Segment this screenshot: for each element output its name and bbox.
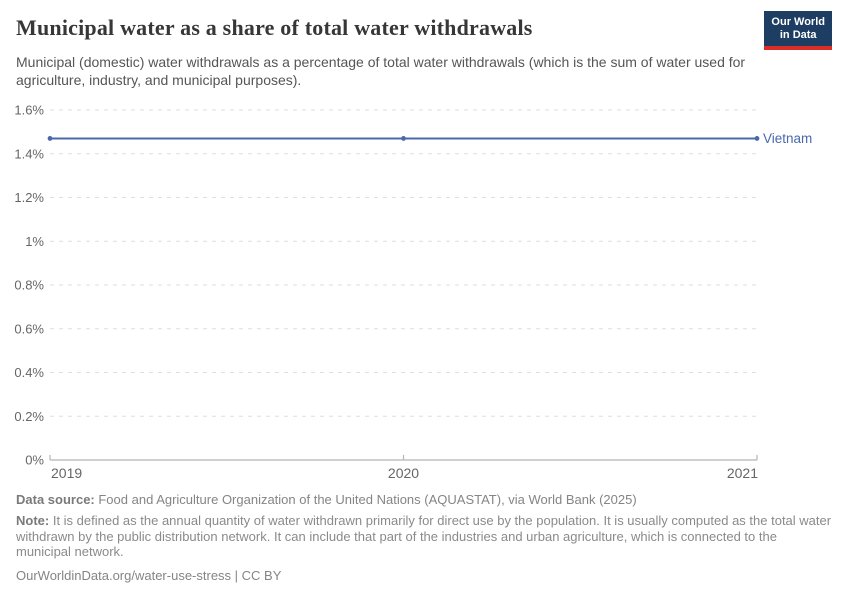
y-tick-label: 1% xyxy=(25,234,44,249)
data-source-line: Data source: Food and Agriculture Organi… xyxy=(16,492,834,508)
note-label: Note: xyxy=(16,513,50,528)
line-chart: 0% 0.2% 0.4% 0.6% 0.8% 1% 1.2% 1.4% 1.6% 2019 2020… xyxy=(14,103,812,482)
y-tick-label: 0.4% xyxy=(14,365,44,380)
y-tick-label: 0.6% xyxy=(14,321,44,336)
x-tick-label: 2021 xyxy=(727,465,758,481)
x-tick-label: 2020 xyxy=(388,465,419,481)
data-point[interactable] xyxy=(754,136,760,141)
chart-footer: Data source: Food and Agriculture Organi… xyxy=(16,492,834,584)
y-tick-label: 0.8% xyxy=(14,278,44,293)
entity-label[interactable]: Vietnam xyxy=(763,131,812,146)
y-tick-label: 0% xyxy=(25,453,44,468)
data-source-label: Data source: xyxy=(16,492,95,507)
chart-subtitle: Municipal (domestic) water withdrawals a… xyxy=(16,54,746,88)
data-source-text: Food and Agriculture Organization of the… xyxy=(94,492,637,507)
y-tick-label: 1.4% xyxy=(14,146,44,161)
y-tick-label: 1.2% xyxy=(14,190,44,205)
y-tick-label: 1.6% xyxy=(14,103,44,118)
x-tick-label: 2019 xyxy=(51,465,82,481)
owid-logo: Our World in Data xyxy=(764,11,832,50)
owid-logo-line2: in Data xyxy=(779,29,817,41)
page-title: Municipal water as a share of total wate… xyxy=(16,15,533,40)
data-point[interactable] xyxy=(47,136,53,141)
y-tick-label: 0.2% xyxy=(14,409,44,424)
data-point[interactable] xyxy=(401,136,406,141)
note-line: Note: It is defined as the annual quanti… xyxy=(16,513,834,560)
note-text: It is defined as the annual quantity of … xyxy=(16,513,832,559)
owid-logo-line1: Our World xyxy=(771,16,825,28)
citation-link[interactable]: OurWorldinData.org/water-use-stress | CC… xyxy=(16,567,282,583)
